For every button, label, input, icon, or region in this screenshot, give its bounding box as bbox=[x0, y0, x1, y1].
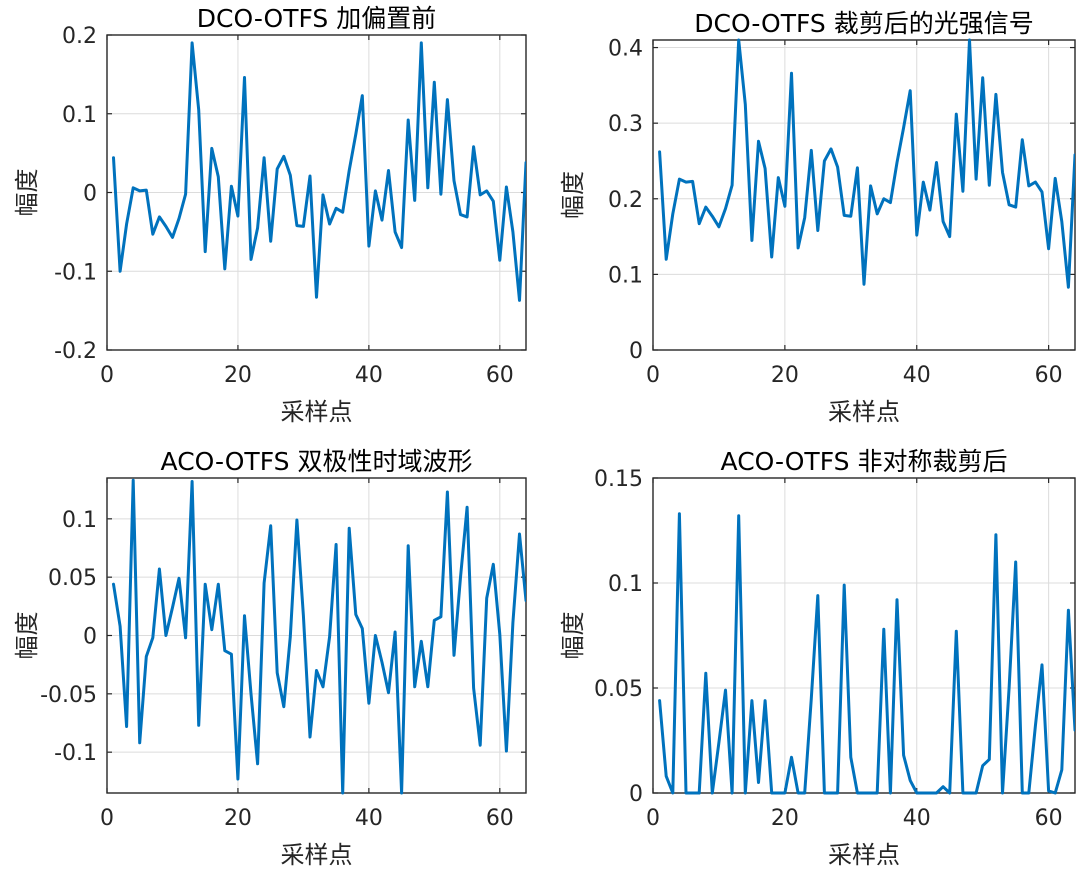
y-tick-label: 0.05 bbox=[48, 566, 97, 591]
x-tick-label: 0 bbox=[100, 363, 114, 388]
series-line bbox=[658, 512, 1075, 795]
series-line bbox=[112, 478, 526, 795]
y-tick-label: 0 bbox=[83, 625, 97, 650]
x-tick-label: 20 bbox=[224, 806, 252, 831]
y-tick-label: -0.05 bbox=[40, 683, 97, 708]
y-tick-label: 0.15 bbox=[594, 467, 643, 492]
x-axis-label: 采样点 bbox=[828, 398, 900, 426]
y-tick-label: 0.2 bbox=[608, 188, 643, 213]
x-tick-label: 0 bbox=[100, 806, 114, 831]
y-tick-label: 0.1 bbox=[62, 508, 97, 533]
x-tick-label: 20 bbox=[771, 806, 799, 831]
subplot-2: 0 20 40 60 0 0.1 0.2 0.3 0.4 DCO-OTFS 裁剪后的光强信号采样点… bbox=[559, 9, 1076, 426]
x-axis-label: 采样点 bbox=[281, 841, 353, 869]
y-tick-label: -0.2 bbox=[54, 339, 97, 364]
y-axis-label: 幅度 bbox=[13, 612, 41, 660]
x-axis-label: 采样点 bbox=[828, 841, 900, 869]
x-tick-label: 20 bbox=[224, 363, 252, 388]
x-tick-label: 60 bbox=[486, 806, 514, 831]
x-tick-label: 40 bbox=[355, 806, 383, 831]
y-tick-label: -0.1 bbox=[54, 741, 97, 766]
x-tick-label: 60 bbox=[486, 363, 514, 388]
series-line bbox=[112, 41, 526, 302]
plot-area bbox=[652, 39, 1076, 351]
chart-title: DCO-OTFS 加偏置前 bbox=[197, 4, 437, 33]
subplot-3: 0 20 40 60 -0.1 -0.05 0 0.05 0.1 ACO-OTFS 双极性时域波形… bbox=[13, 447, 527, 869]
y-tick-label: 0 bbox=[629, 782, 643, 807]
series-line bbox=[658, 38, 1075, 289]
x-tick-label: 40 bbox=[903, 806, 931, 831]
x-axis-label: 采样点 bbox=[281, 398, 353, 426]
y-tick-label: 0.4 bbox=[608, 37, 643, 62]
y-tick-label: 0.1 bbox=[608, 263, 643, 288]
y-tick-label: 0.1 bbox=[608, 572, 643, 597]
x-tick-label: 0 bbox=[646, 363, 660, 388]
x-tick-label: 60 bbox=[1035, 363, 1063, 388]
y-tick-label: 0.1 bbox=[62, 103, 97, 128]
chart-title: ACO-OTFS 双极性时域波形 bbox=[161, 447, 473, 476]
chart-title: DCO-OTFS 裁剪后的光强信号 bbox=[694, 9, 1034, 38]
y-tick-label: -0.1 bbox=[54, 260, 97, 285]
y-axis-label: 幅度 bbox=[559, 171, 587, 219]
y-tick-label: 0.3 bbox=[608, 112, 643, 137]
y-tick-label: 0.05 bbox=[594, 677, 643, 702]
chart-title: ACO-OTFS 非对称裁剪后 bbox=[721, 447, 1008, 476]
x-tick-label: 40 bbox=[355, 363, 383, 388]
x-tick-label: 60 bbox=[1035, 806, 1063, 831]
y-tick-label: 0 bbox=[629, 339, 643, 364]
x-tick-label: 0 bbox=[646, 806, 660, 831]
y-axis-label: 幅度 bbox=[559, 612, 587, 660]
x-tick-label: 40 bbox=[903, 363, 931, 388]
y-tick-label: 0.2 bbox=[62, 24, 97, 49]
y-tick-label: 0 bbox=[83, 182, 97, 207]
x-tick-label: 20 bbox=[771, 363, 799, 388]
y-axis-label: 幅度 bbox=[13, 169, 41, 217]
